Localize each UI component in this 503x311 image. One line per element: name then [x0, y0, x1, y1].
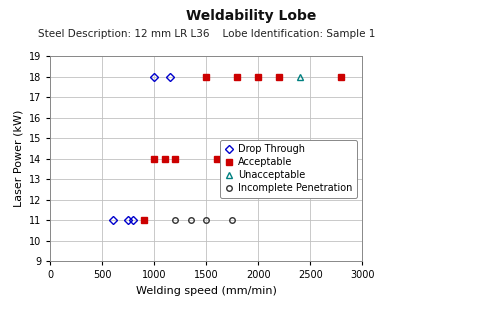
Line: Acceptable: Acceptable [141, 74, 344, 223]
Unacceptable [234, 157, 240, 160]
Drop Through [167, 75, 173, 78]
Incomplete Penetration [255, 157, 261, 160]
Drop Through [130, 218, 136, 222]
Acceptable [276, 75, 282, 78]
Acceptable [151, 157, 157, 160]
Acceptable [214, 157, 220, 160]
Acceptable [203, 75, 209, 78]
X-axis label: Welding speed (mm/min): Welding speed (mm/min) [136, 286, 277, 296]
Incomplete Penetration [172, 218, 178, 222]
Acceptable [339, 75, 345, 78]
Acceptable [234, 75, 240, 78]
Unacceptable [297, 75, 303, 78]
Acceptable [172, 157, 178, 160]
Incomplete Penetration [229, 218, 235, 222]
Y-axis label: Laser Power (kW): Laser Power (kW) [14, 110, 23, 207]
Line: Drop Through: Drop Through [110, 74, 173, 223]
Title: Steel Description: 12 mm LR L36    Lobe Identification: Sample 1: Steel Description: 12 mm LR L36 Lobe Ide… [38, 29, 375, 39]
Acceptable [161, 157, 167, 160]
Acceptable [141, 218, 147, 222]
Text: Weldability Lobe: Weldability Lobe [186, 9, 317, 23]
Drop Through [151, 75, 157, 78]
Line: Unacceptable: Unacceptable [234, 74, 303, 161]
Incomplete Penetration [276, 157, 282, 160]
Incomplete Penetration [188, 218, 194, 222]
Acceptable [255, 75, 261, 78]
Drop Through [125, 218, 131, 222]
Incomplete Penetration [203, 218, 209, 222]
Legend: Drop Through, Acceptable, Unacceptable, Incomplete Penetration: Drop Through, Acceptable, Unacceptable, … [220, 140, 357, 198]
Incomplete Penetration [339, 157, 345, 160]
Drop Through [110, 218, 116, 222]
Line: Incomplete Penetration: Incomplete Penetration [172, 156, 344, 223]
